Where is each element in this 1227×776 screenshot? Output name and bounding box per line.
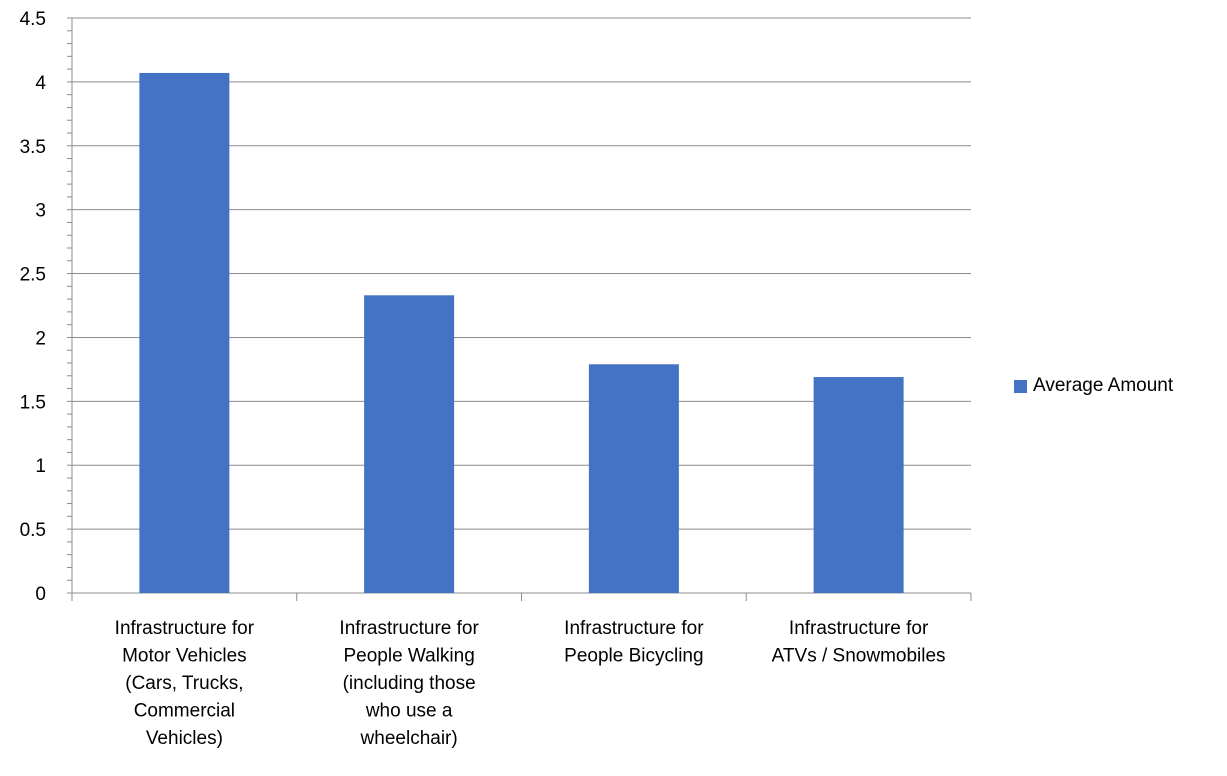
legend: Average Amount <box>1014 375 1173 397</box>
bar <box>588 364 679 593</box>
x-tick-label: Infrastructure for People Bicycling <box>564 618 704 667</box>
legend-label: Average Amount <box>1033 375 1174 396</box>
y-tick-label: 4.5 <box>20 9 46 30</box>
x-tick-label: Infrastructure for People Walking (includi… <box>339 618 479 749</box>
y-tick-label: 2 <box>35 328 46 349</box>
y-tick-label: 1.5 <box>20 392 46 413</box>
y-tick-label: 1 <box>35 456 46 477</box>
y-tick-label: 0 <box>35 584 46 605</box>
bar <box>364 295 455 593</box>
y-tick-label: 2.5 <box>20 265 46 286</box>
y-tick-label: 0.5 <box>20 520 46 541</box>
y-tick-label: 3 <box>35 201 46 222</box>
x-tick-label: Infrastructure for Motor Vehicles (Cars, T… <box>115 618 255 749</box>
legend-swatch <box>1014 379 1027 393</box>
y-tick-label: 3.5 <box>20 137 46 158</box>
y-tick-label: 4 <box>35 73 46 94</box>
bar <box>139 72 230 593</box>
bar <box>813 377 904 593</box>
x-tick-label: Infrastructure for ATVs / Snowmobiles <box>772 618 946 667</box>
